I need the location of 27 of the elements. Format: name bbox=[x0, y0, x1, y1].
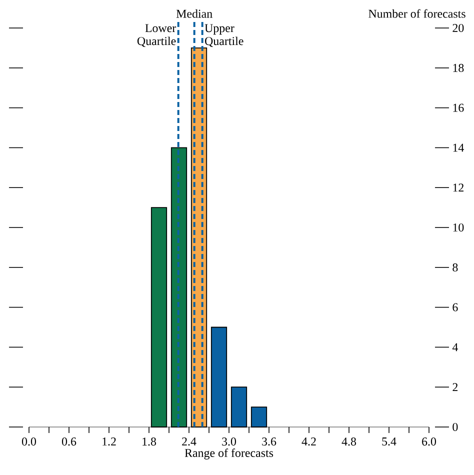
x-tick-label: 2.4 bbox=[182, 438, 196, 446]
y-tick-label: 6 bbox=[452, 303, 458, 312]
y-tick-label: 18 bbox=[453, 64, 464, 72]
y-tick-label: 0 bbox=[452, 422, 458, 432]
x-axis-title: Range of forecasts bbox=[184, 448, 274, 460]
x-tick-label: 3.0 bbox=[222, 438, 236, 446]
x-tick-label: 5.4 bbox=[382, 438, 396, 446]
y-tick-label: 2 bbox=[452, 383, 458, 392]
y-tick-label: 10 bbox=[453, 223, 464, 232]
ref-line-label: Median bbox=[176, 9, 212, 18]
y-tick-label: 4 bbox=[452, 343, 458, 352]
ref-line-label: Upper Quartile bbox=[204, 24, 244, 47]
x-tick-label: 0.0 bbox=[22, 438, 36, 446]
ref-line-label: Lower Quartile bbox=[137, 24, 176, 47]
x-tick-label: 4.2 bbox=[302, 438, 316, 446]
x-tick-label: 3.6 bbox=[262, 438, 276, 446]
y-tick-label: 16 bbox=[453, 104, 464, 112]
x-tick-label: 1.8 bbox=[142, 438, 156, 446]
y-tick-label: 12 bbox=[453, 184, 464, 192]
x-tick-label: 4.8 bbox=[342, 438, 356, 446]
y-tick-label: 14 bbox=[453, 144, 464, 152]
x-tick-label: 6.0 bbox=[422, 438, 436, 446]
x-tick-label: 1.2 bbox=[102, 438, 116, 446]
y-axis-title: Number of forecasts bbox=[368, 9, 466, 18]
y-tick-label: 8 bbox=[452, 263, 458, 272]
y-tick-label: 20 bbox=[452, 24, 464, 32]
x-tick-label: 0.6 bbox=[62, 438, 76, 446]
